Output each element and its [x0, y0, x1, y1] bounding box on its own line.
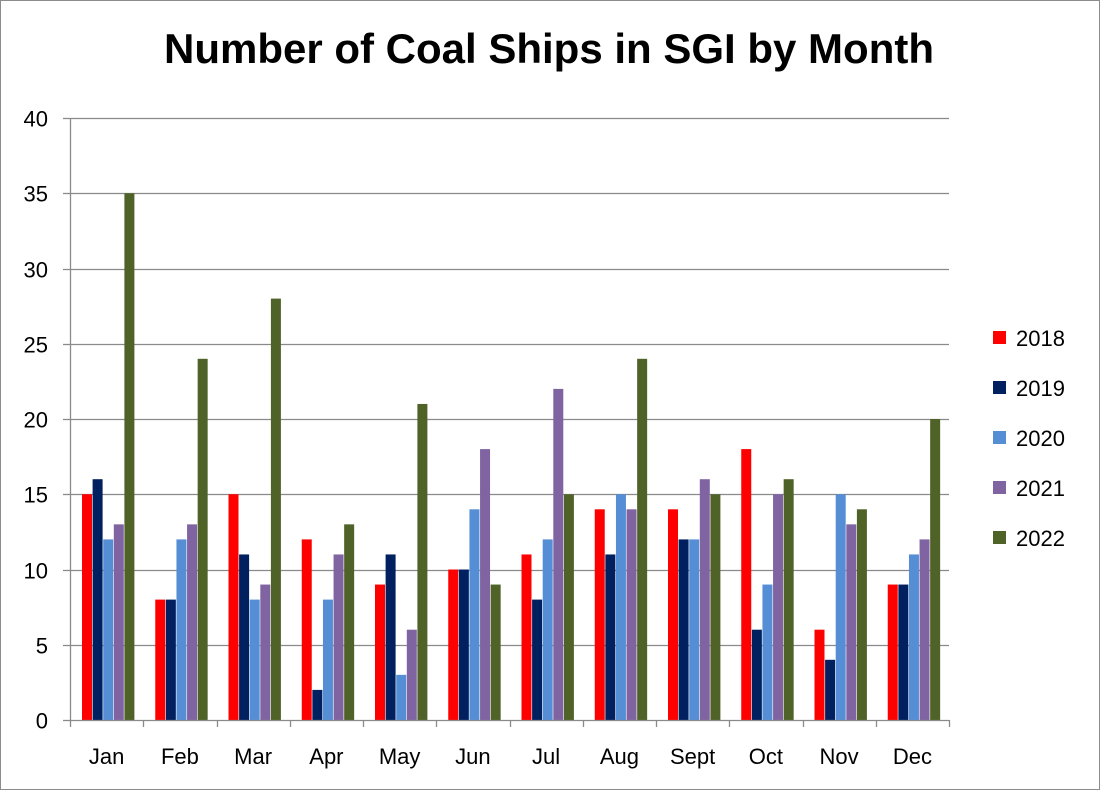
bar-2019-aug — [605, 554, 616, 720]
bar-2020-dec — [908, 554, 919, 720]
legend-swatch-2021 — [993, 481, 1006, 494]
bar-2022-oct — [783, 479, 794, 720]
y-tick-label: 15 — [24, 483, 48, 508]
bar-2021-jun — [480, 449, 491, 720]
bar-2021-jul — [553, 388, 564, 720]
bar-2022-apr — [344, 524, 355, 720]
bar-2018-may — [375, 584, 385, 720]
bar-2019-may — [385, 554, 396, 720]
bar-2018-aug — [594, 509, 605, 720]
x-tick-label: Feb — [161, 744, 199, 769]
y-tick-label: 30 — [24, 258, 48, 283]
bar-2020-jan — [103, 539, 114, 720]
y-tick-label: 20 — [24, 408, 48, 433]
legend-swatch-2020 — [993, 431, 1006, 444]
chart-title: Number of Coal Ships in SGI by Month — [163, 25, 934, 72]
bar-2018-jan — [82, 494, 92, 720]
bar-2018-jun — [448, 569, 459, 720]
bar-2022-dec — [930, 419, 941, 720]
bar-2019-feb — [165, 599, 176, 720]
bar-2021-dec — [919, 539, 930, 720]
bar-2020-mar — [249, 599, 260, 720]
y-tick-label: 5 — [36, 634, 48, 659]
bar-2022-may — [417, 403, 428, 720]
legend-swatch-2019 — [993, 381, 1006, 394]
axes: 0 5 10 15 20 25 30 35 40 Jan Feb Mar Apr May Jun Jul Aug… — [24, 107, 951, 769]
x-tick-label: Mar — [234, 744, 272, 769]
bar-2021-apr — [333, 554, 344, 720]
legend-label-2020: 2020 — [1016, 426, 1065, 451]
y-tick-label: 0 — [36, 709, 48, 734]
bar-2019-mar — [239, 554, 250, 720]
legend-label-2018: 2018 — [1016, 326, 1065, 351]
bar-2018-apr — [301, 539, 312, 720]
bar-2021-oct — [773, 494, 784, 720]
bar-2018-nov — [814, 629, 825, 720]
bar-2019-nov — [825, 659, 836, 720]
bar-2022-jul — [563, 494, 574, 720]
bars — [82, 193, 941, 720]
legend-swatch-2018 — [993, 331, 1006, 344]
bar-2019-jul — [532, 599, 543, 720]
x-tick-label: Aug — [600, 744, 639, 769]
bar-2019-sept — [678, 539, 689, 720]
bar-2018-mar — [228, 494, 239, 720]
bar-2021-nov — [846, 524, 857, 720]
legend-label-2022: 2022 — [1016, 526, 1065, 551]
bar-2018-feb — [155, 599, 166, 720]
x-tick-label: Sept — [670, 744, 715, 769]
y-tick-label: 25 — [24, 333, 48, 358]
gridlines — [70, 117, 949, 647]
bar-2021-aug — [626, 509, 637, 720]
bar-2020-feb — [176, 539, 187, 720]
x-tick-label: Nov — [820, 744, 859, 769]
bar-2021-sept — [699, 479, 710, 720]
bar-2019-jun — [458, 569, 469, 720]
x-tick-label: Dec — [893, 744, 932, 769]
bar-2022-feb — [197, 358, 208, 720]
bar-2022-aug — [637, 358, 648, 720]
y-tick-label: 35 — [24, 182, 48, 207]
bar-2021-feb — [187, 524, 198, 720]
x-tick-label: Apr — [309, 744, 343, 769]
bar-2019-dec — [898, 584, 909, 720]
x-tick-label: Jul — [532, 744, 560, 769]
legend-label-2019: 2019 — [1016, 376, 1065, 401]
y-tick-label: 40 — [24, 107, 48, 132]
bar-2018-dec — [887, 584, 898, 720]
bar-2022-jan — [124, 193, 135, 720]
x-tick-label: Jun — [455, 744, 490, 769]
bar-2021-mar — [260, 584, 271, 720]
bar-2021-jan — [113, 524, 124, 720]
bar-2020-aug — [615, 494, 626, 720]
bar-2019-jan — [92, 479, 103, 720]
bar-2020-apr — [322, 599, 333, 720]
x-tick-label: Oct — [749, 744, 783, 769]
bar-2020-sept — [689, 539, 700, 720]
bar-2020-nov — [835, 494, 846, 720]
bar-2019-oct — [751, 629, 762, 720]
bar-2020-jun — [469, 509, 480, 720]
bar-2018-jul — [521, 554, 532, 720]
bar-2018-oct — [741, 449, 752, 720]
x-tick-label: May — [379, 744, 421, 769]
legend-label-2021: 2021 — [1016, 476, 1065, 501]
bar-2019-apr — [312, 689, 323, 720]
bar-2022-nov — [856, 509, 867, 720]
bar-2022-mar — [270, 298, 281, 720]
bar-2022-sept — [710, 494, 721, 720]
x-tick-label: Jan — [89, 744, 124, 769]
bar-2020-oct — [762, 584, 773, 720]
bar-2022-jun — [490, 584, 501, 720]
legend: 2018 2019 2020 2021 2022 — [993, 326, 1065, 551]
bar-2020-jul — [542, 539, 553, 720]
bar-2018-sept — [668, 509, 678, 720]
y-tick-label: 10 — [24, 559, 48, 584]
bar-2021-may — [406, 629, 417, 720]
legend-swatch-2022 — [993, 531, 1006, 544]
bar-2020-may — [396, 674, 407, 720]
